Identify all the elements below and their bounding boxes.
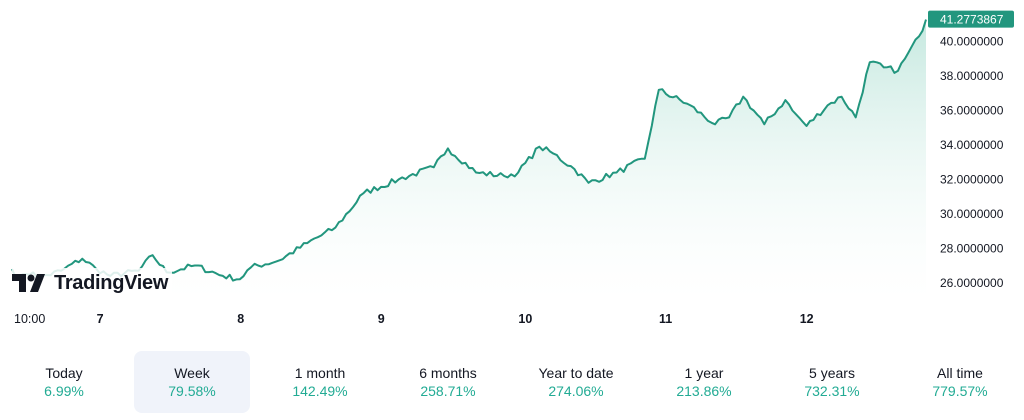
period-label: All time — [937, 365, 983, 381]
x-tick-label: 7 — [97, 312, 104, 326]
period-change-value: 258.71% — [420, 383, 476, 399]
period-tab[interactable]: 1 year 213.86% — [646, 351, 762, 413]
period-change-value: 779.57% — [932, 383, 988, 399]
chart-svg[interactable]: 26.0000000 28.0000000 30.0000000 32.0000000… — [0, 0, 1024, 335]
period-change-value: 142.49% — [292, 383, 348, 399]
x-tick-label: 10 — [518, 312, 532, 326]
tradingview-logo[interactable]: TradingView — [12, 268, 173, 298]
x-tick-label: 10:00 — [14, 312, 45, 326]
period-change-value: 274.06% — [548, 383, 604, 399]
period-selector: Today 6.99% Week 79.58% 1 month 142.49% 6 mont… — [0, 351, 1024, 413]
period-change-value: 213.86% — [676, 383, 732, 399]
y-tick-label: 38.0000000 — [940, 69, 1004, 83]
period-label: 5 years — [809, 365, 855, 381]
period-tab[interactable]: 1 month 142.49% — [262, 351, 378, 413]
period-tab[interactable]: Year to date 274.06% — [518, 351, 634, 413]
period-tab[interactable]: All time 779.57% — [902, 351, 1018, 413]
last-value-label: 41.2773867 — [928, 10, 1014, 28]
period-tab[interactable]: Today 6.99% — [6, 351, 122, 413]
period-tab[interactable]: Week 79.58% — [134, 351, 250, 413]
period-change-value: 6.99% — [44, 383, 84, 399]
y-tick-label: 36.0000000 — [940, 104, 1004, 118]
period-label: 6 months — [419, 365, 477, 381]
last-value-text: 41.2773867 — [940, 13, 1004, 27]
logo-text: TradingView — [54, 271, 169, 294]
period-label: Week — [174, 365, 210, 381]
period-change-value: 732.31% — [804, 383, 860, 399]
last-value-badge — [928, 10, 1014, 28]
x-tick-label: 12 — [800, 312, 814, 326]
y-tick-label: 40.0000000 — [940, 35, 1004, 49]
y-tick-label: 26.0000000 — [940, 276, 1004, 290]
x-tick-label: 11 — [659, 312, 672, 326]
y-tick-label: 34.0000000 — [940, 138, 1004, 152]
x-tick-label: 9 — [378, 312, 385, 326]
period-tab[interactable]: 5 years 732.31% — [774, 351, 890, 413]
x-tick-label: 8 — [237, 312, 244, 326]
period-label: 1 month — [294, 365, 346, 381]
series-area-fill — [12, 19, 926, 300]
period-label: Today — [45, 365, 83, 381]
period-label: 1 year — [684, 365, 724, 381]
tradingview-logo-icon — [12, 274, 45, 292]
y-tick-label: 32.0000000 — [940, 172, 1004, 186]
period-tab[interactable]: 6 months 258.71% — [390, 351, 506, 413]
price-chart[interactable]: 26.0000000 28.0000000 30.0000000 32.0000000… — [0, 0, 1024, 335]
y-tick-label: 30.0000000 — [940, 207, 1004, 221]
period-label: Year to date — [538, 365, 614, 381]
period-change-value: 79.58% — [168, 383, 216, 399]
y-tick-label: 28.0000000 — [940, 241, 1004, 255]
